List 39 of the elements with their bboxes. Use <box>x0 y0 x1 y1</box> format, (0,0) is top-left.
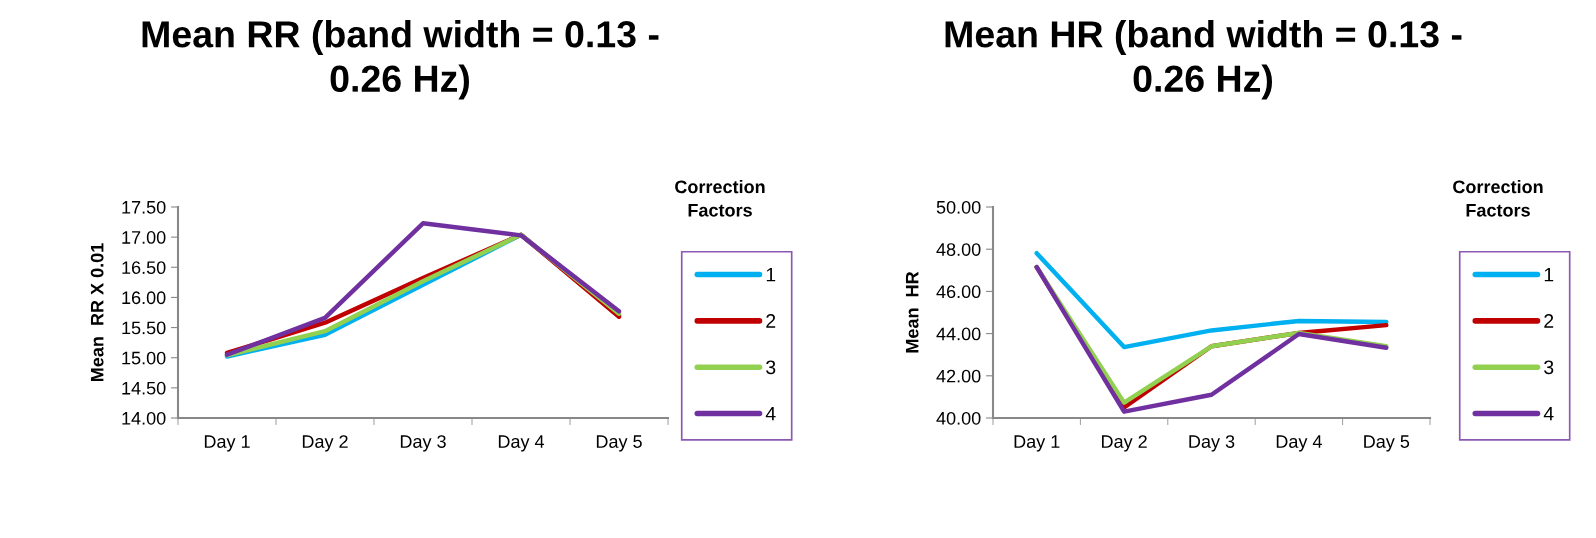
x-tick-label: Day 3 <box>1189 435 1235 452</box>
legend-label: 2 <box>766 314 776 328</box>
chart-title: Mean HR (band width = 0.13 - 0.26 Hz) <box>945 20 1462 100</box>
y-tick-label: 40.00 <box>936 411 981 425</box>
x-tick-label: Day 1 <box>204 435 250 452</box>
legend-label: 3 <box>1544 360 1554 375</box>
x-tick-label: Day 3 <box>400 435 446 452</box>
x-tick-label: Day 2 <box>1102 435 1147 452</box>
x-tick-label: Day 4 <box>498 435 545 452</box>
y-tick-label: 14.00 <box>122 411 166 425</box>
legend-label: 2 <box>1544 314 1554 328</box>
x-tick-label: Day 5 <box>1364 435 1410 452</box>
x-tick-label: Day 2 <box>302 435 348 452</box>
y-tick-label: 42.00 <box>936 369 981 383</box>
x-tick-label: Day 5 <box>596 435 642 452</box>
x-tick-label: Day 1 <box>1014 435 1060 452</box>
y-tick-label: 46.00 <box>936 285 981 299</box>
y-tick-label: 16.00 <box>122 291 166 305</box>
legend-label: 1 <box>1544 267 1554 282</box>
y-tick-label: 17.00 <box>122 231 166 244</box>
y-tick-label: 14.50 <box>122 381 166 395</box>
legend-title: Correction Factors <box>675 180 765 217</box>
chart-title: Mean RR (band width = 0.13 - 0.26 Hz) <box>142 20 659 100</box>
y-tick-label: 15.00 <box>122 351 166 365</box>
legend-title: Correction Factors <box>1453 180 1543 217</box>
y-tick-label: 50.00 <box>936 200 981 214</box>
y-axis-title: Mean HR <box>905 271 919 353</box>
legend-label: 4 <box>765 406 776 421</box>
y-tick-label: 15.50 <box>122 321 166 335</box>
line-series <box>1034 250 1389 350</box>
y-axis-title: Mean RR X 0.01 <box>90 243 104 382</box>
legend-label: 1 <box>766 267 776 282</box>
y-tick-label: 16.50 <box>122 261 166 275</box>
y-tick-label: 44.00 <box>936 327 981 341</box>
y-tick-label: 17.50 <box>122 200 166 214</box>
x-tick-label: Day 4 <box>1276 435 1322 452</box>
legend-label: 4 <box>1543 406 1554 421</box>
y-tick-label: 48.00 <box>936 243 981 256</box>
legend-label: 3 <box>766 360 776 375</box>
